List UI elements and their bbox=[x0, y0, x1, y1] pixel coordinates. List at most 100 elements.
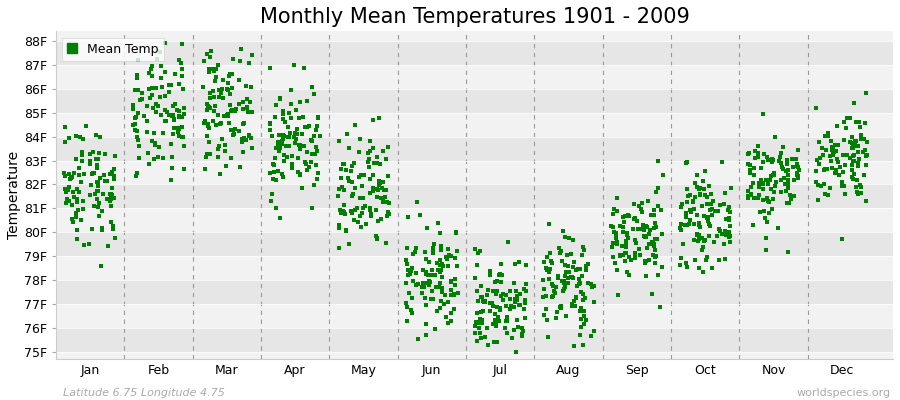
Point bbox=[130, 87, 145, 94]
Point bbox=[789, 156, 804, 162]
Point bbox=[765, 159, 779, 166]
Point bbox=[639, 223, 653, 229]
Point bbox=[345, 210, 359, 216]
Point bbox=[608, 259, 622, 266]
Point bbox=[791, 147, 806, 153]
Point bbox=[296, 64, 310, 71]
Point bbox=[347, 185, 362, 191]
Point bbox=[282, 110, 296, 117]
Point bbox=[643, 241, 657, 247]
Point bbox=[646, 225, 661, 232]
Point bbox=[473, 283, 488, 289]
Bar bbox=[56, 280, 893, 304]
Point bbox=[742, 150, 756, 156]
Point bbox=[228, 108, 242, 114]
Point bbox=[107, 166, 122, 172]
Point bbox=[619, 244, 634, 250]
Point bbox=[467, 322, 482, 329]
Point bbox=[845, 174, 859, 180]
Point bbox=[723, 233, 737, 240]
Point bbox=[786, 164, 800, 170]
Point bbox=[282, 143, 296, 149]
Point bbox=[76, 206, 91, 213]
Point bbox=[492, 318, 507, 324]
Point bbox=[275, 109, 290, 116]
Point bbox=[758, 215, 772, 221]
Point bbox=[468, 246, 482, 252]
Point bbox=[239, 83, 254, 89]
Point bbox=[615, 243, 629, 249]
Point bbox=[337, 202, 351, 208]
Point bbox=[211, 112, 225, 118]
Point bbox=[761, 181, 776, 188]
Point bbox=[68, 214, 83, 220]
Point bbox=[73, 134, 87, 140]
Point bbox=[416, 280, 430, 286]
Point bbox=[554, 277, 569, 284]
Point bbox=[632, 246, 646, 252]
Point bbox=[370, 186, 384, 192]
Point bbox=[300, 148, 314, 155]
Point bbox=[334, 209, 348, 216]
Point bbox=[564, 274, 579, 281]
Point bbox=[83, 157, 97, 164]
Point bbox=[412, 212, 427, 218]
Point bbox=[370, 154, 384, 160]
Point bbox=[761, 157, 776, 163]
Point bbox=[352, 149, 366, 156]
Point bbox=[628, 254, 643, 260]
Point bbox=[493, 293, 508, 300]
Point bbox=[142, 86, 157, 92]
Point bbox=[707, 239, 722, 246]
Point bbox=[510, 297, 525, 303]
Point bbox=[202, 125, 217, 131]
Point bbox=[346, 191, 360, 197]
Point bbox=[564, 300, 579, 307]
Point bbox=[649, 224, 663, 230]
Point bbox=[399, 256, 413, 263]
Point bbox=[518, 288, 533, 294]
Point bbox=[577, 321, 591, 328]
Point bbox=[209, 74, 223, 81]
Point bbox=[609, 238, 624, 245]
Point bbox=[756, 197, 770, 204]
Point bbox=[164, 176, 178, 183]
Point bbox=[176, 143, 191, 150]
Point bbox=[212, 142, 227, 149]
Point bbox=[245, 52, 259, 58]
Point bbox=[814, 183, 828, 189]
Point bbox=[284, 130, 298, 136]
Point bbox=[424, 272, 438, 278]
Point bbox=[790, 164, 805, 170]
Point bbox=[128, 87, 142, 93]
Point bbox=[549, 309, 563, 316]
Point bbox=[128, 127, 142, 134]
Point bbox=[469, 319, 483, 325]
Point bbox=[206, 118, 220, 124]
Point bbox=[723, 209, 737, 216]
Point bbox=[764, 186, 778, 192]
Point bbox=[565, 274, 580, 281]
Point bbox=[498, 325, 512, 331]
Point bbox=[695, 235, 709, 242]
Point bbox=[203, 150, 218, 157]
Point bbox=[223, 108, 238, 114]
Point bbox=[153, 94, 167, 100]
Point bbox=[269, 102, 284, 108]
Point bbox=[245, 109, 259, 115]
Point bbox=[271, 138, 285, 145]
Point bbox=[372, 178, 386, 184]
Point bbox=[216, 77, 230, 83]
Point bbox=[512, 259, 526, 266]
Point bbox=[222, 101, 237, 108]
Point bbox=[58, 173, 73, 180]
Point bbox=[584, 281, 598, 287]
Point bbox=[444, 292, 458, 299]
Point bbox=[143, 95, 157, 101]
Point bbox=[238, 134, 252, 141]
Point bbox=[473, 318, 488, 324]
Point bbox=[564, 302, 579, 309]
Point bbox=[232, 128, 247, 134]
Point bbox=[837, 182, 851, 189]
Point bbox=[544, 281, 559, 287]
